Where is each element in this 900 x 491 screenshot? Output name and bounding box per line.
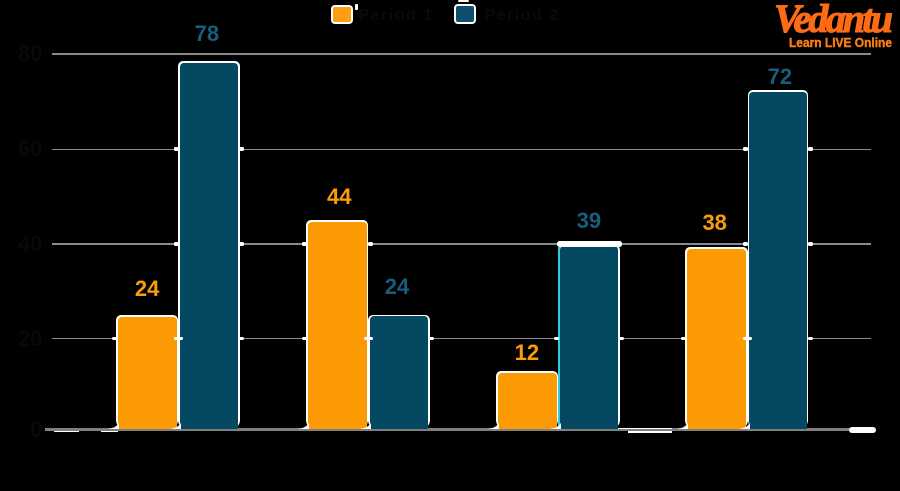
svg-text:Learn LIVE Online: Learn LIVE Online [789,35,892,50]
svg-text:Vedantu: Vedantu [774,0,893,41]
